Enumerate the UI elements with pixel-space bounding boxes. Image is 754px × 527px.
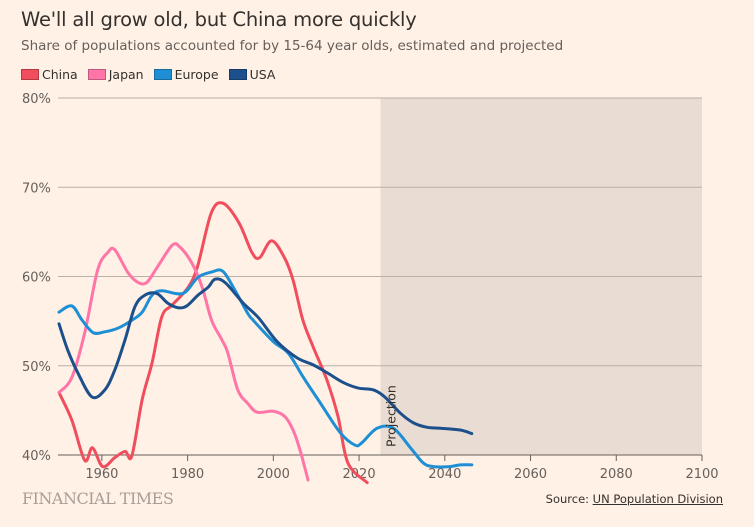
y-tick-label: 40% [22, 449, 51, 464]
series-line-europe [57, 268, 474, 469]
series-line-china [57, 201, 369, 485]
legend-item-usa: USA [228, 67, 276, 82]
ft-logo: FINANCIAL TIMES [22, 489, 174, 508]
legend-item-europe: Europe [153, 67, 219, 82]
x-tick-label: 1960 [85, 467, 118, 482]
source-label: Source: [545, 492, 593, 506]
y-tick-label: 80% [22, 92, 51, 107]
legend-swatch [21, 69, 39, 80]
legend-item-japan: Japan [87, 67, 144, 82]
legend-label: Japan [108, 67, 144, 82]
legend-swatch [87, 69, 106, 80]
chart-subtitle: Share of populations accounted for by 15… [21, 38, 564, 54]
x-tick-label: 2080 [600, 467, 633, 482]
legend: China Japan Europe USA [21, 67, 275, 82]
source-note: Source: UN Population Division [546, 492, 723, 506]
x-tick-label: 2100 [685, 467, 718, 482]
legend-label: Europe [174, 67, 219, 82]
x-tick-label: 1980 [171, 467, 204, 482]
legend-label: China [42, 67, 78, 82]
x-tick-label: 2000 [257, 467, 290, 482]
x-tick-label: 2040 [428, 467, 461, 482]
source-link[interactable]: UN Population Division [592, 492, 723, 506]
chart-title: We'll all grow old, but China more quick… [21, 8, 417, 31]
y-tick-label: 70% [22, 181, 51, 196]
legend-label: USA [249, 67, 276, 82]
series-line-japan [57, 242, 310, 482]
y-tick-label: 60% [22, 271, 51, 286]
series-line-usa [57, 277, 474, 436]
x-tick-label: 2060 [514, 467, 547, 482]
y-tick-label: 50% [22, 360, 51, 375]
legend-swatch [228, 69, 247, 80]
projection-label: Projection [384, 385, 399, 447]
legend-item-china: China [21, 67, 78, 82]
legend-swatch [153, 69, 172, 80]
